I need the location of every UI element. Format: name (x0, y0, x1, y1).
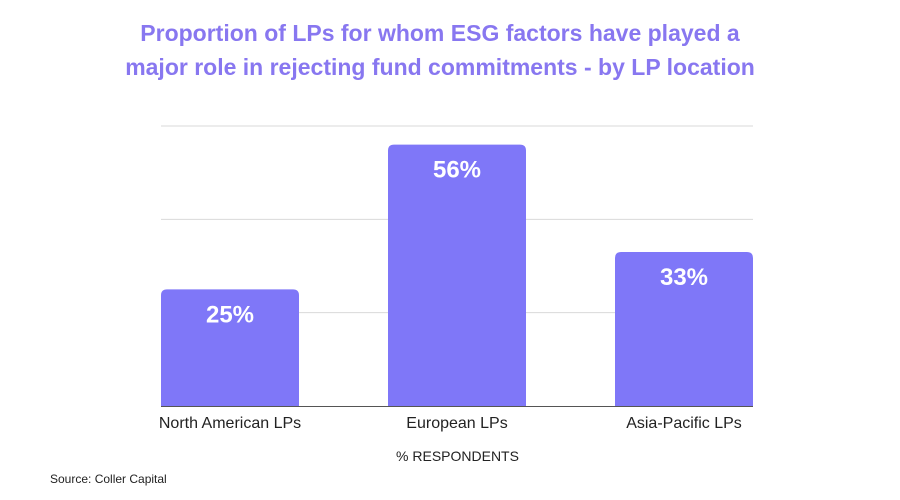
chart-title-line-1: Proportion of LPs for whom ESG factors h… (140, 20, 740, 46)
x-axis-label: % RESPONDENTS (396, 448, 519, 464)
bar-north-american-lps (161, 289, 299, 406)
chart-title: Proportion of LPs for whom ESG factors h… (0, 16, 880, 84)
data-label: 33% (660, 264, 708, 291)
chart-title-line-2: major role in rejecting fund commitments… (125, 54, 755, 80)
data-label: 25% (206, 301, 254, 328)
x-tick-label: Asia-Pacific LPs (626, 415, 742, 432)
bars (161, 144, 753, 406)
data-labels: 25% 56% 33% (206, 157, 708, 329)
x-tick-label: European LPs (406, 415, 507, 432)
bar-european-lps (388, 144, 526, 406)
bar-asia-pacific-lps (615, 252, 753, 406)
data-label: 56% (433, 157, 481, 184)
x-tick-label: North American LPs (159, 415, 301, 432)
source-note: Source: Coller Capital (50, 472, 167, 486)
category-tick-labels: North American LPs European LPs Asia-Pacif… (159, 415, 742, 432)
